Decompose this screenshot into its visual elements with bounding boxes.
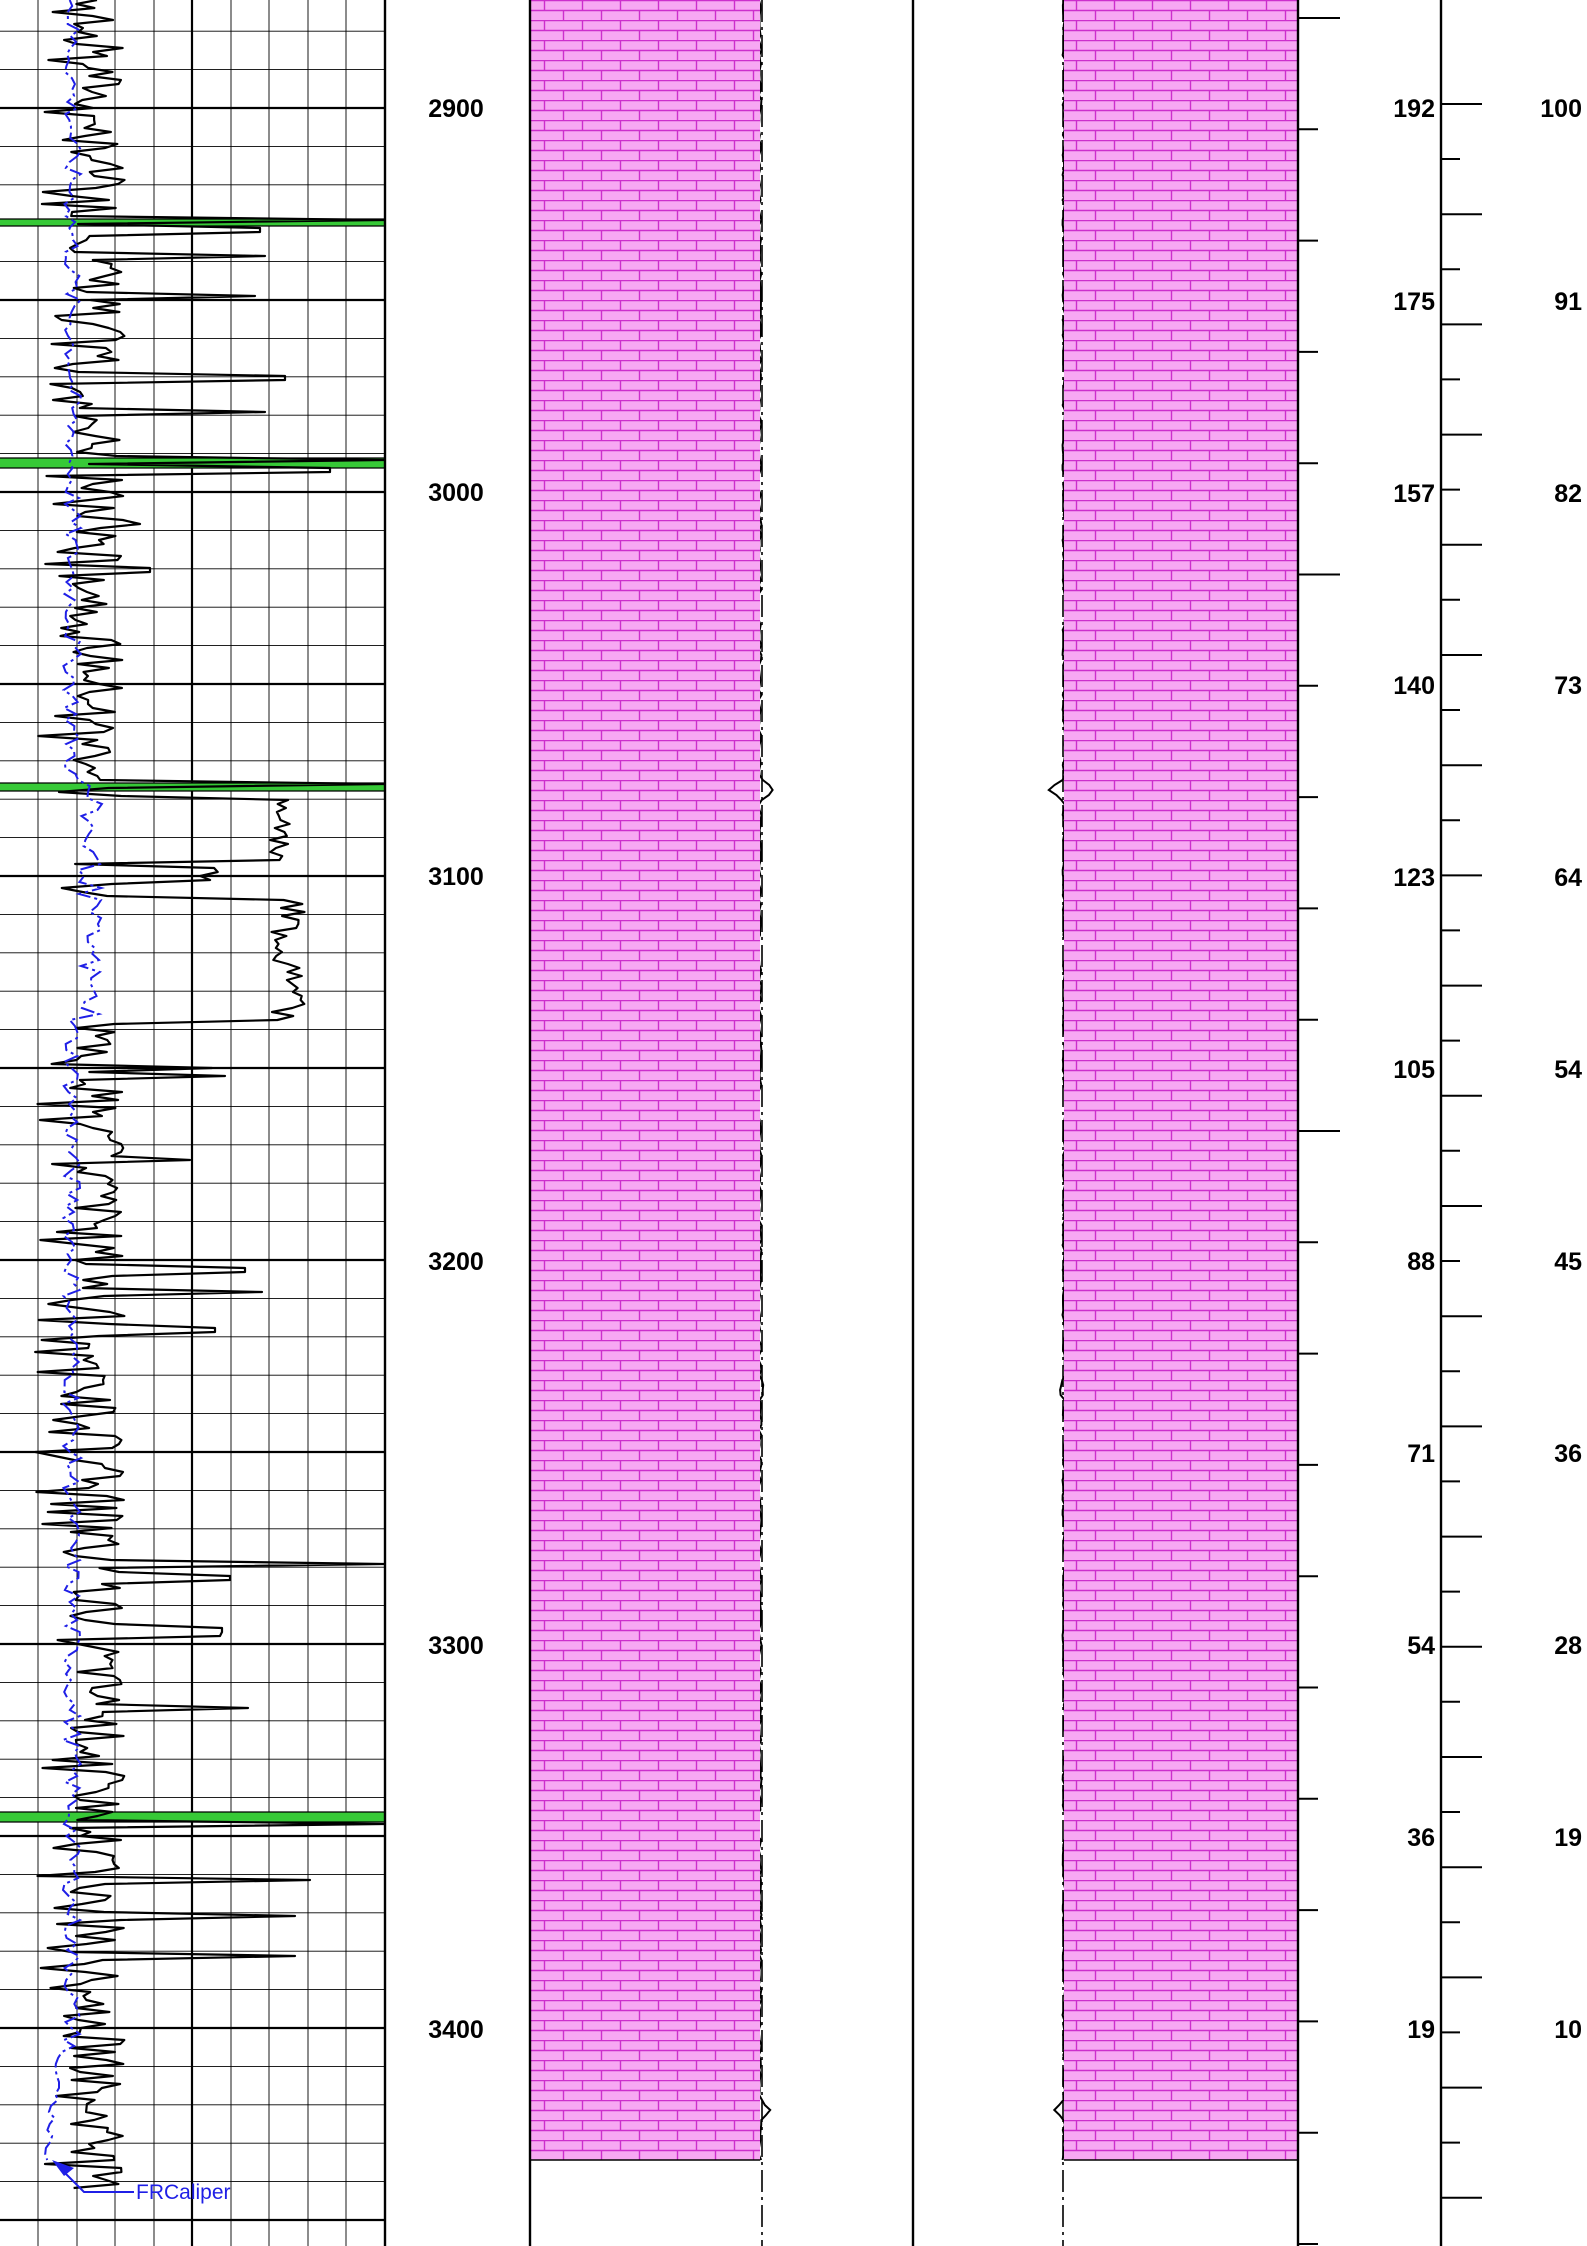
callout-leader: [63, 2171, 134, 2193]
scale-b-label: 54: [1554, 1056, 1582, 1084]
scale-b-label: 36: [1554, 1440, 1582, 1468]
green-marker: [0, 1812, 384, 1822]
scale-b-label: 91: [1554, 288, 1582, 316]
track-borders: [383, 0, 1443, 2246]
scale-b-label: 100: [1540, 95, 1582, 123]
caliper-label: FRCaliper: [136, 2181, 231, 2204]
scale-a-label: 192: [1393, 95, 1435, 123]
edge-trace: [743, 0, 774, 2161]
scale-ticks: [1298, 17, 1482, 2245]
scale-a-label: 175: [1393, 288, 1435, 316]
depth-label: 3000: [428, 479, 484, 507]
depth-label: 3400: [428, 2016, 484, 2044]
scale-a-label: 36: [1407, 1824, 1435, 1852]
scale-a-label: 71: [1407, 1440, 1435, 1468]
scale-a-label: 157: [1393, 480, 1435, 508]
depth-label: 3300: [428, 1632, 484, 1660]
lithology-column-left: [530, 0, 760, 2160]
scale-b-label: 73: [1554, 672, 1582, 700]
arrow-head-icon: [52, 2160, 74, 2176]
scale-b-label: 28: [1554, 1632, 1582, 1660]
scale-a-label: 88: [1407, 1248, 1435, 1276]
scale-a-label: 19: [1407, 2016, 1435, 2044]
scale-a-label: 123: [1393, 864, 1435, 892]
depth-labels: 2900 3000 3100 3200 3300 3400: [428, 95, 484, 2044]
lithology-column-right: [1064, 0, 1298, 2160]
scale-a-labels: 192 175 157 140 123 105 88 71 54 36 19: [1393, 95, 1435, 2044]
scale-a-label: 105: [1393, 1056, 1435, 1084]
scale-b-labels: 100 91 82 73 64 54 45 36 28 19 10: [1540, 95, 1582, 2044]
log-curves: [34, 0, 1082, 2246]
scale-a-label: 140: [1393, 672, 1435, 700]
gamma-curve: [34, 0, 386, 2190]
depth-label: 2900: [428, 95, 484, 123]
depth-label: 3200: [428, 1248, 484, 1276]
scale-b-label: 64: [1554, 864, 1582, 892]
caliper-callout: FRCaliper: [52, 2160, 231, 2204]
scale-b-label: 82: [1554, 480, 1582, 508]
scale-b-label: 19: [1554, 1824, 1582, 1852]
scale-b-label: 10: [1554, 2016, 1582, 2044]
scale-b-label: 45: [1554, 1248, 1582, 1276]
scale-a-label: 54: [1407, 1632, 1435, 1660]
depth-label: 3100: [428, 863, 484, 891]
